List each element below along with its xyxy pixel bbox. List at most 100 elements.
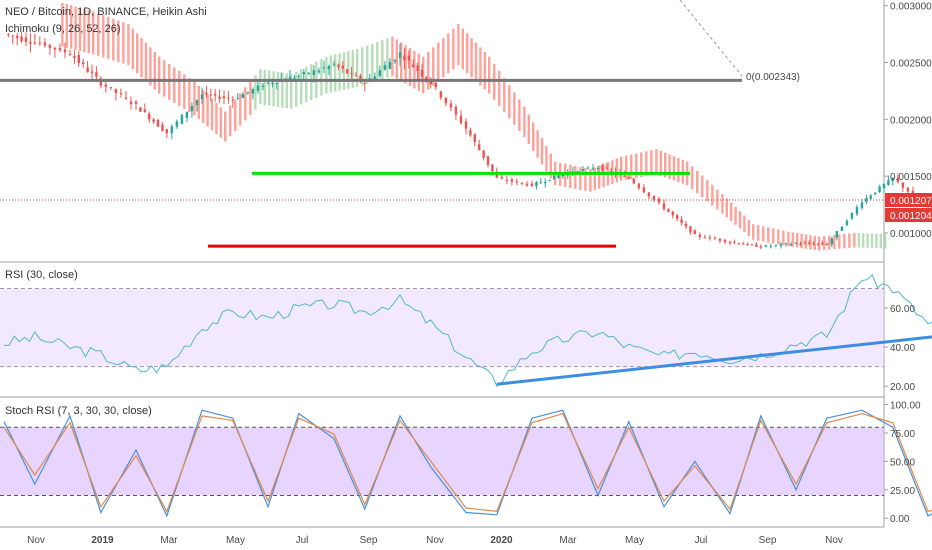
candle-body [799,243,802,245]
x-tick-label: Nov [27,535,45,546]
candle-body [850,212,854,219]
cloud-segment [457,24,460,66]
cloud-segment [193,81,196,116]
cloud-segment [158,56,161,94]
candle-body [388,61,392,69]
cloud-segment [757,225,760,241]
candle-body [723,239,727,243]
candle-body [464,121,468,129]
candle-body [43,42,47,46]
candle-body [148,113,151,120]
candle-body [449,103,453,108]
candle-body [662,203,666,209]
candle-body [302,72,306,75]
cloud-segment [400,42,403,82]
candle-body [459,115,463,124]
fib-projection-line [679,0,743,77]
cloud-segment [206,94,209,127]
cloud-segment [408,48,412,87]
candle-body [491,164,494,172]
cloud-segment [843,233,846,249]
cloud-segment [290,74,293,109]
x-tick-label: Sep [360,535,378,546]
cloud-segment [630,154,633,179]
candle-body [373,76,377,79]
x-tick-label: May [625,535,644,546]
candle-body [906,187,910,192]
cloud-segment [338,53,341,91]
cloud-segment [696,170,699,194]
candle-body [469,130,472,136]
candle-body [605,167,608,169]
candle-body [434,82,438,88]
candle-body [143,109,146,112]
candle-body [439,91,443,98]
cloud-segment [131,28,134,70]
y-tick-label: 0.002500 [890,59,932,70]
candle-body [840,226,844,231]
candle-body [200,94,204,100]
price-tag-2 [885,208,932,222]
candle-body [882,184,886,189]
candle-body [134,101,138,104]
candle-body [68,53,72,56]
candle-body [454,107,458,115]
candle-body [647,192,651,197]
cloud-segment [219,107,222,138]
candle-body [24,37,28,42]
cloud-segment [701,175,704,198]
candle-body [139,107,142,112]
x-tick-label: Nov [825,535,843,546]
candle-body [667,208,670,212]
cloud-segment [620,156,623,181]
cloud-segment [804,234,808,249]
candle-body [759,246,762,248]
candle-body [416,65,419,72]
candle-body [596,167,600,169]
cloud-segment [672,156,676,181]
price-tag-1-label: 0.001207 [890,196,932,207]
rsi-line [3,273,932,387]
candle-body [251,88,255,94]
cloud-segment [107,16,110,59]
candle-body [266,82,270,84]
candle-body [152,119,155,122]
x-tick-label: May [226,535,245,546]
candle-body [784,243,788,245]
cloud-segment [862,233,865,248]
level-lines[interactable] [0,78,742,248]
candle-body [505,180,509,182]
cloud-segment [513,92,516,125]
cloud-segment [853,232,856,248]
cloud-segment [738,211,742,229]
candle-body [29,41,32,44]
y-tick-label: 40.00 [890,343,915,354]
cloud-segment [300,69,303,105]
candle-body [48,45,52,48]
candle-body [114,89,118,94]
candle-body [231,99,234,101]
candle-body [341,65,344,69]
candle-body [33,42,36,44]
stoch-k-line [3,409,932,518]
candle-body [676,215,679,219]
cloud-segment [127,24,130,66]
candle-body [750,244,754,246]
candle-body [77,55,80,63]
cloud-segment [848,233,851,248]
rsi-trendline[interactable] [496,294,932,386]
candle-body [82,62,85,65]
cloud-segment [474,42,478,82]
cloud-segment [342,52,346,90]
cloud-segment [823,236,826,251]
candle-body [808,242,811,244]
cloud-segment [536,130,539,158]
candle-body [104,84,108,87]
candle-body [764,245,768,247]
cloud-segment [870,233,874,248]
cloud-segment [532,122,535,151]
cloud-segment [320,59,323,96]
candle-body [774,244,778,246]
x-tick-label: Nov [426,535,444,546]
